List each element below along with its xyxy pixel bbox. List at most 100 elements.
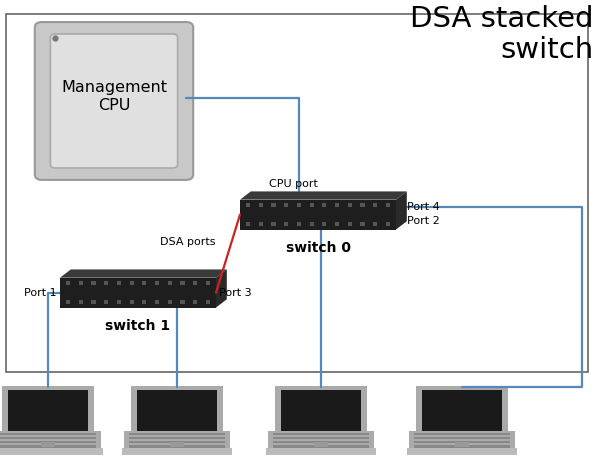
Polygon shape: [216, 269, 227, 308]
Bar: [206, 281, 210, 285]
Bar: [274, 445, 368, 448]
Bar: [415, 445, 509, 448]
Bar: [130, 433, 224, 435]
Bar: [1, 437, 95, 439]
Bar: [274, 437, 368, 439]
Bar: [181, 300, 185, 304]
FancyBboxPatch shape: [409, 431, 515, 452]
Bar: [91, 300, 95, 304]
FancyBboxPatch shape: [6, 14, 588, 372]
Bar: [104, 281, 109, 285]
Bar: [142, 300, 146, 304]
Bar: [117, 300, 121, 304]
Text: CPU port: CPU port: [269, 179, 318, 189]
Bar: [297, 222, 301, 226]
Bar: [167, 300, 172, 304]
FancyBboxPatch shape: [137, 390, 217, 431]
Text: DSA stacked
switch: DSA stacked switch: [410, 5, 594, 64]
FancyBboxPatch shape: [416, 386, 508, 435]
Bar: [310, 222, 314, 226]
Bar: [455, 442, 469, 447]
Bar: [130, 445, 224, 448]
Bar: [259, 203, 263, 207]
FancyBboxPatch shape: [266, 448, 376, 455]
Bar: [130, 300, 134, 304]
FancyBboxPatch shape: [2, 386, 94, 435]
Text: switch 1: switch 1: [106, 319, 170, 333]
FancyBboxPatch shape: [422, 390, 502, 431]
Bar: [1, 445, 95, 448]
FancyBboxPatch shape: [35, 22, 193, 180]
FancyBboxPatch shape: [407, 448, 517, 455]
Text: Management
CPU: Management CPU: [61, 79, 167, 113]
Bar: [322, 222, 326, 226]
Bar: [274, 433, 368, 435]
Bar: [271, 203, 275, 207]
Bar: [117, 281, 121, 285]
Bar: [274, 441, 368, 443]
FancyBboxPatch shape: [124, 431, 230, 452]
FancyBboxPatch shape: [281, 390, 361, 431]
FancyBboxPatch shape: [275, 386, 367, 435]
FancyBboxPatch shape: [0, 448, 103, 455]
Bar: [361, 203, 365, 207]
Bar: [130, 281, 134, 285]
Bar: [361, 222, 365, 226]
Bar: [91, 281, 95, 285]
Bar: [347, 203, 352, 207]
Bar: [193, 281, 197, 285]
Bar: [104, 300, 109, 304]
Bar: [130, 441, 224, 443]
Bar: [297, 203, 301, 207]
FancyBboxPatch shape: [60, 278, 216, 308]
Bar: [314, 442, 328, 447]
Bar: [335, 222, 339, 226]
Bar: [284, 203, 289, 207]
FancyBboxPatch shape: [131, 386, 223, 435]
Bar: [66, 300, 70, 304]
Bar: [66, 281, 70, 285]
Bar: [246, 222, 250, 226]
Text: Port 2: Port 2: [407, 216, 440, 226]
Bar: [1, 441, 95, 443]
Bar: [310, 203, 314, 207]
Text: Port 3: Port 3: [219, 288, 251, 297]
Bar: [1, 433, 95, 435]
Bar: [79, 300, 83, 304]
FancyBboxPatch shape: [0, 431, 101, 452]
FancyBboxPatch shape: [122, 448, 232, 455]
Text: switch 0: switch 0: [286, 241, 350, 255]
Bar: [259, 222, 263, 226]
Polygon shape: [240, 191, 407, 200]
Bar: [347, 222, 352, 226]
Text: DSA ports: DSA ports: [161, 237, 216, 246]
Bar: [373, 222, 377, 226]
Bar: [284, 222, 289, 226]
Bar: [415, 437, 509, 439]
Bar: [167, 281, 172, 285]
Bar: [271, 222, 275, 226]
Bar: [79, 281, 83, 285]
Bar: [246, 203, 250, 207]
Bar: [193, 300, 197, 304]
FancyBboxPatch shape: [8, 390, 88, 431]
Bar: [181, 281, 185, 285]
Polygon shape: [60, 269, 227, 278]
Bar: [386, 203, 390, 207]
Text: Port 1: Port 1: [25, 288, 57, 297]
Bar: [155, 300, 159, 304]
Bar: [415, 433, 509, 435]
Bar: [41, 442, 55, 447]
Bar: [373, 203, 377, 207]
Bar: [322, 203, 326, 207]
Bar: [415, 441, 509, 443]
Bar: [170, 442, 184, 447]
Text: Port 4: Port 4: [407, 202, 440, 212]
Bar: [130, 437, 224, 439]
Polygon shape: [396, 191, 407, 230]
Bar: [155, 281, 159, 285]
Bar: [142, 281, 146, 285]
FancyBboxPatch shape: [240, 200, 396, 230]
FancyBboxPatch shape: [268, 431, 374, 452]
Bar: [335, 203, 339, 207]
